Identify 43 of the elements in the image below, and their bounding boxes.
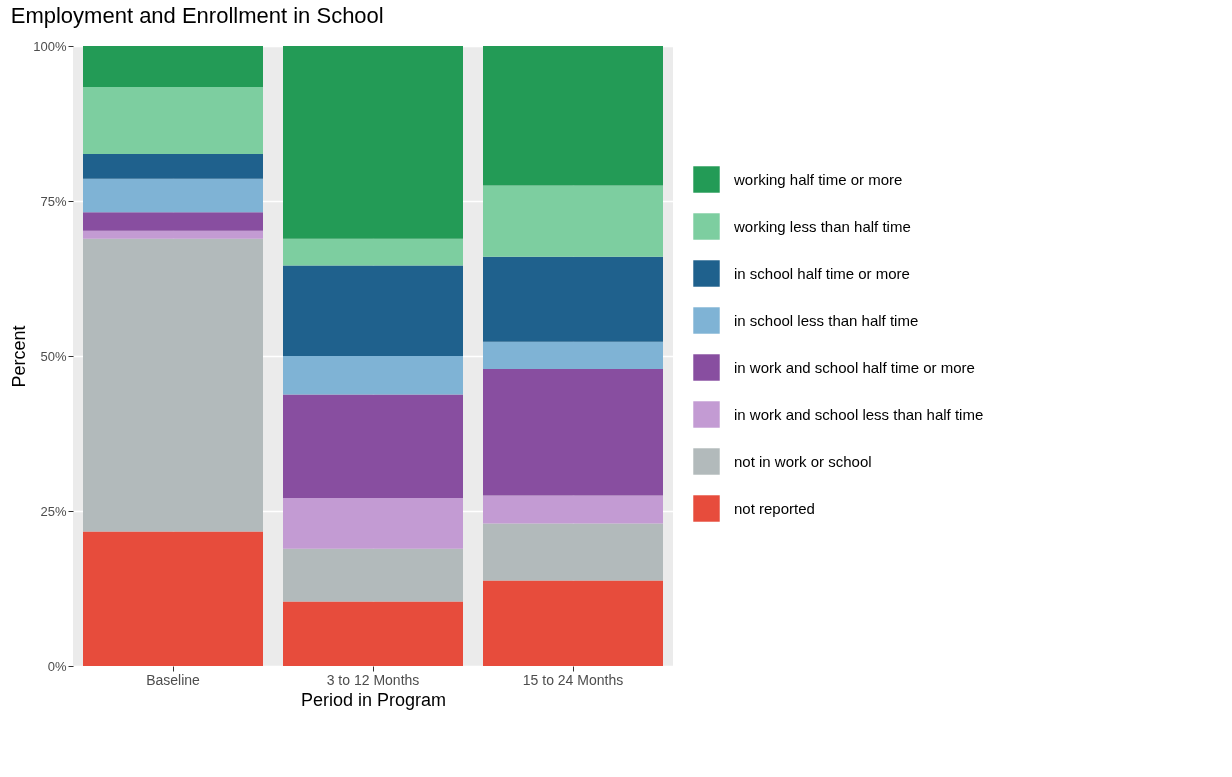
x-tick-label: 3 to 12 Months xyxy=(326,671,420,688)
y-tick-label: 75% xyxy=(40,193,67,209)
x-tick-label: 15 to 24 Months xyxy=(522,671,624,688)
bar xyxy=(483,185,663,257)
bar xyxy=(283,601,463,666)
bar xyxy=(483,256,663,342)
y-axis-title: Percent xyxy=(9,325,30,388)
bar xyxy=(283,497,463,549)
legend-label: working less than half time xyxy=(733,217,911,235)
bar xyxy=(283,46,463,239)
bar xyxy=(483,580,663,666)
y-tick-label: 100% xyxy=(33,38,67,54)
bar xyxy=(483,46,663,186)
bar xyxy=(83,86,263,154)
bar xyxy=(83,230,263,239)
bar xyxy=(83,46,263,87)
legend-label: not reported xyxy=(734,499,815,517)
bar xyxy=(283,356,463,395)
y-tick-label: 50% xyxy=(40,348,67,364)
bar xyxy=(83,531,263,666)
bar xyxy=(83,153,263,179)
bar xyxy=(283,394,463,498)
bar xyxy=(283,265,463,356)
legend-label: in school less than half time xyxy=(734,311,919,329)
bar xyxy=(283,238,463,266)
x-tick-label: Baseline xyxy=(146,671,201,688)
bar xyxy=(483,341,663,370)
bar xyxy=(283,548,463,602)
bar xyxy=(83,212,263,231)
legend-label: not in work or school xyxy=(734,452,872,470)
bar xyxy=(483,523,663,581)
bar xyxy=(483,369,663,496)
chart-title: Employment and Enrollment in School xyxy=(10,3,384,28)
legend-label: working half time or more xyxy=(733,170,903,188)
y-tick-label: 25% xyxy=(40,503,67,519)
bar xyxy=(483,495,663,524)
legend-label: in work and school less than half time xyxy=(734,405,984,423)
x-axis-title: Period in Program xyxy=(300,689,447,710)
y-tick-label: 0% xyxy=(47,658,67,674)
legend-label: in school half time or more xyxy=(734,264,910,282)
bar xyxy=(83,238,263,532)
legend-label: in work and school half time or more xyxy=(734,358,975,376)
bar xyxy=(83,178,263,213)
